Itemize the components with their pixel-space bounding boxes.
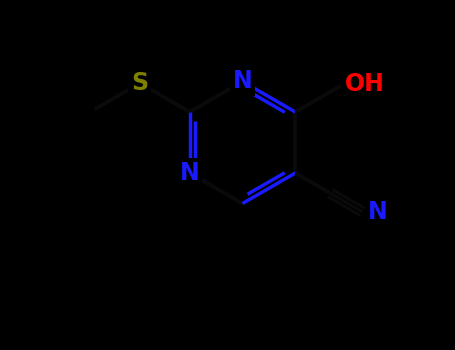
Text: OH: OH: [345, 72, 384, 96]
Text: S: S: [131, 71, 148, 95]
Text: N: N: [368, 200, 387, 224]
Text: N: N: [180, 161, 200, 185]
Text: N: N: [233, 70, 253, 93]
